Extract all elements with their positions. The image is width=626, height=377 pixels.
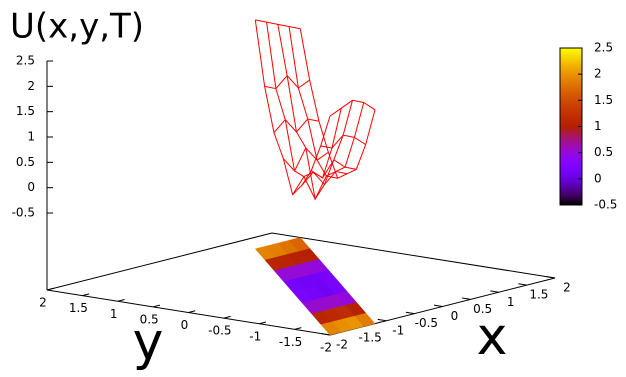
- colorbar-tick-label: 0.5: [594, 145, 613, 159]
- x-tick: [433, 304, 443, 307]
- y-tick-label: -1: [249, 329, 261, 343]
- y-tick-label: -1.5: [279, 335, 302, 349]
- y-tick-label: 2: [39, 296, 47, 310]
- heatmap-cell: [288, 237, 311, 252]
- y-axis-label: y: [133, 312, 164, 372]
- x-tick: [405, 311, 415, 315]
- x-tick-label: 0: [451, 309, 459, 323]
- x-tick-label: -0.5: [415, 316, 438, 330]
- surface-column: [266, 22, 342, 179]
- y-tick: [259, 321, 267, 325]
- y-tick-label: 0.5: [140, 312, 159, 326]
- surface-row: [255, 19, 301, 30]
- surface-row: [320, 134, 366, 149]
- x-axis-label: x: [477, 307, 508, 367]
- y-tick-label: -0.5: [208, 324, 231, 338]
- x-tick-label: -1: [392, 323, 404, 337]
- x-tick-label: -1.5: [358, 330, 381, 344]
- colorbar-tick-label: 1: [594, 119, 602, 133]
- x-tick: [490, 290, 499, 293]
- z-tick-label: 2: [27, 79, 35, 93]
- chart-title: U(x,y,T): [10, 7, 144, 47]
- x-tick: [462, 297, 471, 300]
- z-tick-label: 1.5: [16, 104, 35, 118]
- x-tick-label: 2: [563, 281, 571, 295]
- y-tick-label: 0: [181, 318, 189, 332]
- surface-row: [329, 99, 376, 117]
- colorbar-tick-label: 0: [594, 171, 602, 185]
- z-tick-label: 1: [27, 130, 35, 144]
- surface-column: [288, 26, 365, 177]
- z-tick-label: 2.5: [16, 54, 35, 68]
- surface-column: [277, 24, 353, 201]
- x-tick-label: 0.5: [473, 302, 492, 316]
- x-tick-label: 1.5: [529, 288, 548, 302]
- colorbar-tick-label: 1.5: [594, 93, 613, 107]
- x-tick-label: -2: [336, 338, 348, 352]
- x-tick: [321, 333, 331, 336]
- colorbar-tick-label: -0.5: [594, 198, 617, 212]
- z-tick-label: -0.5: [12, 206, 35, 220]
- surface-column: [299, 28, 376, 179]
- x-tick: [546, 276, 556, 279]
- y-tick: [46, 287, 54, 291]
- y-tick: [117, 299, 125, 302]
- x-tick-label: 1: [507, 295, 515, 309]
- y-tick: [294, 327, 302, 330]
- y-tick: [153, 304, 160, 308]
- z-tick-label: 0: [27, 180, 35, 194]
- colorbar-tick-label: 2.5: [594, 41, 613, 55]
- colorbar-tick-label: 2: [594, 67, 602, 81]
- y-tick-label: 1: [110, 307, 118, 321]
- y-tick-label: 1.5: [69, 301, 88, 315]
- y-tick: [82, 293, 90, 297]
- y-tick: [188, 310, 196, 313]
- surface-column: [254, 19, 331, 196]
- x-tick: [518, 283, 527, 286]
- base-plane: [46, 232, 556, 336]
- y-tick-label: -2: [320, 341, 332, 355]
- y-tick: [223, 315, 231, 319]
- z-tick-label: 0.5: [16, 155, 35, 169]
- x-tick: [377, 318, 387, 322]
